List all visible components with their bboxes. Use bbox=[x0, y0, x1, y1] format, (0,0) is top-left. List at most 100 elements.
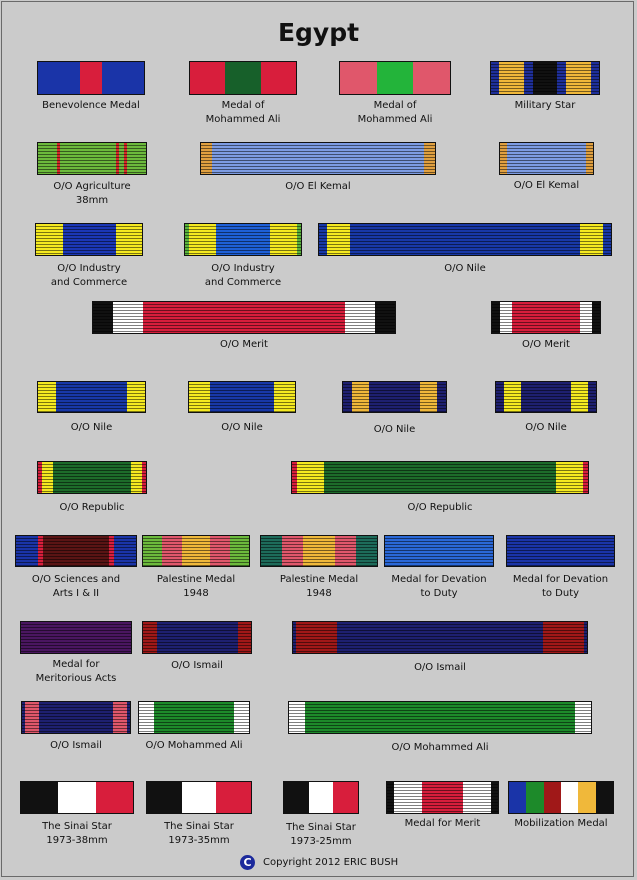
ribbon-stripe bbox=[127, 702, 130, 733]
palestine-medal-1948-2-label: Palestine Medal 1948 bbox=[279, 574, 359, 599]
ribbon-stripe bbox=[303, 536, 335, 566]
ribbon-stripe bbox=[296, 622, 338, 653]
oo-nile-3-label: O/O Nile bbox=[373, 424, 416, 435]
copyright-line: C Copyright 2012 ERIC BUSH bbox=[240, 853, 398, 871]
oo-agriculture-38mm-label: O/O Agriculture 38mm bbox=[53, 181, 131, 206]
ribbon-stripe bbox=[521, 382, 571, 412]
oo-ismail-1-ribbon bbox=[142, 621, 252, 654]
ribbon-stripe bbox=[43, 536, 109, 566]
ribbon-stripe bbox=[560, 782, 579, 813]
mobilization-medal-label: Mobilization Medal bbox=[514, 818, 608, 829]
oo-mohammed-ali-wide-ribbon bbox=[288, 701, 592, 734]
ribbon-stripe bbox=[147, 782, 182, 813]
ribbon-stripe bbox=[21, 782, 59, 813]
ribbon-stripe bbox=[304, 702, 576, 733]
ribbon-stripe bbox=[56, 143, 60, 174]
oo-ismail-2-ribbon bbox=[21, 701, 131, 734]
ribbon-stripe bbox=[113, 302, 144, 333]
ribbon-stripe bbox=[112, 702, 128, 733]
ribbon-stripe bbox=[273, 382, 295, 412]
oo-industry-and-commerce-1-ribbon bbox=[35, 223, 143, 256]
ribbon-stripe bbox=[95, 782, 133, 813]
benevolence-medal-ribbon bbox=[37, 61, 145, 95]
ribbon-stripe bbox=[216, 782, 251, 813]
oo-ismail-2-label: O/O Ismail bbox=[50, 740, 102, 751]
oo-industry-and-commerce-1-label: O/O Industry and Commerce bbox=[50, 263, 128, 288]
oo-nile-4-label: O/O Nile bbox=[525, 422, 567, 433]
ribbon-stripe bbox=[421, 782, 464, 813]
ribbon-stripe bbox=[496, 382, 505, 412]
palestine-medal-1948-1-ribbon bbox=[142, 535, 250, 567]
oo-republic-2-ribbon bbox=[291, 461, 589, 494]
ribbon-stripe bbox=[189, 382, 211, 412]
ribbon-stripe bbox=[555, 462, 584, 493]
sinai-star-38mm-ribbon bbox=[20, 781, 134, 814]
ribbon-stripe bbox=[296, 224, 301, 255]
ribbon-stripe bbox=[58, 782, 96, 813]
ribbon-stripe bbox=[80, 62, 102, 94]
oo-el-kemal-2-ribbon bbox=[499, 142, 594, 175]
ribbon-stripe bbox=[114, 536, 136, 566]
ribbon-stripe bbox=[492, 302, 501, 333]
ribbon-stripe bbox=[189, 224, 217, 255]
ribbon-stripe bbox=[143, 536, 163, 566]
ribbon-stripe bbox=[424, 143, 435, 174]
ribbon-stripe bbox=[156, 622, 238, 653]
ribbon-stripe bbox=[526, 782, 544, 813]
ribbon-stripe bbox=[491, 782, 498, 813]
ribbon-stripe bbox=[211, 143, 425, 174]
ribbon-stripe bbox=[499, 62, 525, 94]
oo-nile-3-ribbon bbox=[342, 381, 447, 413]
ribbon-stripe bbox=[349, 224, 581, 255]
ribbon-stripe bbox=[575, 702, 591, 733]
ribbon-stripe bbox=[38, 462, 42, 493]
oo-nile-2-ribbon bbox=[188, 381, 296, 413]
ribbon-stripe bbox=[210, 536, 230, 566]
ribbon-stripe bbox=[55, 382, 128, 412]
ribbon-stripe bbox=[260, 62, 296, 94]
oo-el-kemal-2-label: O/O El Kemal bbox=[513, 180, 580, 191]
ribbon-stripe bbox=[368, 382, 421, 412]
ribbon-stripe bbox=[343, 382, 352, 412]
oo-nile-wide-ribbon bbox=[318, 223, 612, 256]
ribbon-stripe bbox=[583, 462, 588, 493]
ribbon-stripe bbox=[507, 536, 614, 566]
ribbon-stripe bbox=[543, 782, 561, 813]
ribbon-stripe bbox=[579, 302, 592, 333]
ribbon-stripe bbox=[500, 302, 513, 333]
ribbon-stripe bbox=[578, 782, 596, 813]
ribbon-stripe bbox=[143, 622, 157, 653]
oo-republic-1-label: O/O Republic bbox=[59, 502, 125, 513]
ribbon-stripe bbox=[571, 382, 588, 412]
ribbon-stripe bbox=[337, 622, 543, 653]
ribbon-stripe bbox=[590, 62, 599, 94]
ribbon-stripe bbox=[216, 224, 270, 255]
ribbon-stripe bbox=[595, 782, 613, 813]
ribbon-stripe bbox=[185, 224, 190, 255]
ribbon-stripe bbox=[127, 382, 145, 412]
ribbon-stripe bbox=[38, 62, 81, 94]
ribbon-stripe bbox=[201, 143, 212, 174]
ribbon-stripe bbox=[437, 382, 446, 412]
palestine-medal-1948-2-ribbon bbox=[260, 535, 378, 567]
ribbon-stripe bbox=[491, 62, 500, 94]
ribbon-stripe bbox=[38, 382, 56, 412]
ribbon-stripe bbox=[413, 62, 450, 94]
military-star-ribbon bbox=[490, 61, 600, 95]
ribbon-stripe bbox=[587, 382, 596, 412]
ribbon-stripe bbox=[93, 302, 114, 333]
ribbon-stripe bbox=[296, 462, 325, 493]
ribbon-stripe bbox=[580, 224, 604, 255]
medal-of-mohammed-ali-1-label: Medal of Mohammed Ali bbox=[205, 100, 281, 125]
ribbon-stripe bbox=[500, 143, 507, 174]
medal-for-devotion-to-duty-2-label: Medal for Devation to Duty bbox=[512, 574, 609, 599]
ribbon-stripe bbox=[127, 143, 146, 174]
oo-merit-small-label: O/O Merit bbox=[522, 339, 570, 350]
ribbon-stripe bbox=[210, 382, 274, 412]
ribbon-stripe bbox=[22, 702, 25, 733]
medal-for-meritorious-acts-ribbon bbox=[20, 621, 132, 654]
ribbon-stripe bbox=[24, 702, 40, 733]
ribbon-stripe bbox=[591, 302, 600, 333]
medal-for-meritorious-acts-label: Medal for Meritorious Acts bbox=[35, 659, 117, 684]
